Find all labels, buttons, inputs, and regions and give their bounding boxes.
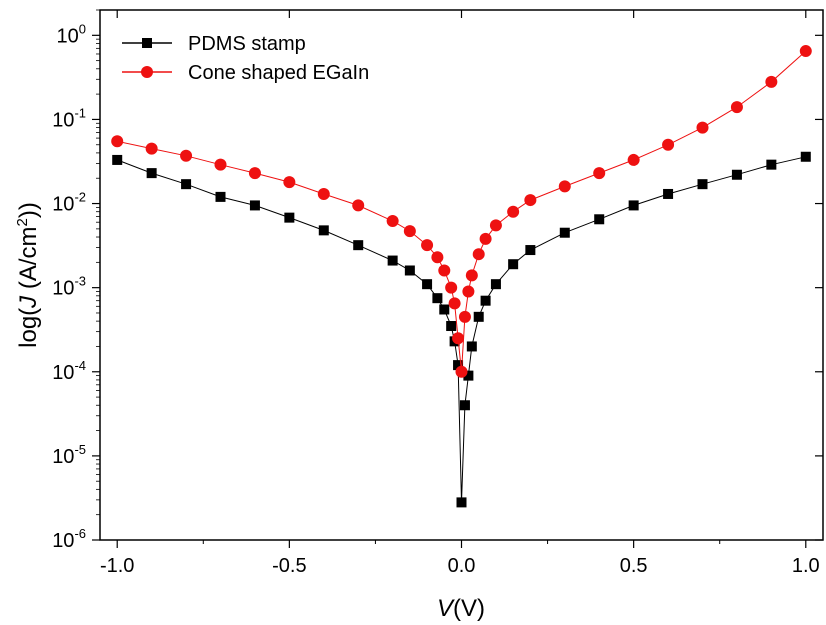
y-tick-label: 10-4 [52,358,86,384]
legend-label-pdms: PDMS stamp [188,33,306,55]
data-point-egain [452,332,465,345]
data-point-pdms [766,159,777,170]
data-point-egain [479,232,492,245]
data-point-pdms [146,168,157,179]
data-point-pdms [249,200,260,211]
series-line [117,50,807,372]
data-point-egain [145,142,158,155]
plot-frame [99,9,824,541]
x-axis-title: V(V) [437,595,485,622]
data-point-pdms [466,341,477,352]
data-point-egain [111,135,124,148]
legend-label-egain: Cone shaped EGaIn [188,62,369,84]
data-point-egain [455,365,468,378]
data-point-egain [593,167,606,180]
data-point-pdms [459,400,470,411]
data-point-pdms [284,212,295,223]
data-point-pdms [559,227,570,238]
data-point-egain [317,187,330,200]
data-point-egain [421,239,434,252]
data-point-egain [431,251,444,264]
x-tick-label: -1.0 [100,555,134,577]
data-point-egain [283,176,296,189]
y-tick-label: 10-2 [52,190,86,216]
data-point-pdms [422,279,433,290]
data-point-egain [662,138,675,151]
data-point-pdms [697,179,708,190]
data-point-pdms [663,188,674,199]
data-point-egain [558,180,571,193]
data-point-pdms [181,179,192,190]
data-point-pdms [800,151,811,162]
data-point-pdms [731,169,742,180]
data-point-pdms [353,240,364,251]
series-line [117,156,806,503]
y-tick-label: 10-1 [52,105,86,131]
data-point-egain [352,199,365,212]
data-point-pdms [439,304,450,315]
x-tick-label: -0.5 [272,555,306,577]
data-point-pdms [112,154,123,165]
data-point-egain [524,194,537,207]
data-point-egain [462,285,475,298]
data-point-pdms [480,295,491,306]
data-point-pdms [432,293,443,304]
legend: PDMS stamp Cone shaped EGaIn [122,33,369,84]
y-tick-label: 10-3 [52,274,86,300]
data-point-egain [472,248,485,261]
y-tick-label: 100 [57,21,86,47]
legend-marker-egain [141,66,153,78]
data-point-egain [458,310,471,323]
y-tick-label: 10-6 [52,526,86,552]
data-point-pdms [318,225,329,236]
y-axis-title: log(J (A/cm2)) [14,202,42,348]
y-tick-label: 10-5 [52,442,86,468]
series-pdms-stamp [112,151,811,508]
data-point-pdms [453,360,464,371]
data-point-egain [730,101,743,114]
data-point-pdms [446,321,457,332]
data-point-egain [386,215,399,228]
data-point-egain [489,219,502,232]
data-point-pdms [463,370,474,381]
data-point-egain [799,45,812,58]
data-point-pdms [215,191,226,202]
data-point-egain [403,225,416,238]
axis-ticks: -1.0 -0.5 0.0 0.5 1.0 10-6 10-5 10-4 10-3 10-2 10-… [52,9,823,577]
x-tick-label: 0.0 [448,555,476,577]
data-point-pdms [525,245,536,256]
data-point-pdms [594,214,605,225]
series-cone-shaped-egain [111,45,812,378]
data-point-egain [465,269,478,282]
data-point-pdms [490,279,501,290]
data-point-egain [180,149,193,162]
data-point-egain [445,281,458,294]
data-point-egain [765,75,778,88]
data-point-egain [627,153,640,166]
series-layer [111,45,812,508]
data-point-egain [248,167,261,180]
data-point-pdms [628,200,639,211]
data-point-egain [214,158,227,171]
legend-marker-pdms [142,38,152,48]
data-point-egain [696,121,709,134]
data-point-pdms [456,497,467,508]
data-point-pdms [473,311,484,322]
data-point-egain [448,297,461,310]
data-point-pdms [387,255,398,266]
x-tick-label: 1.0 [792,555,820,577]
data-point-pdms [508,259,519,270]
x-tick-label: 0.5 [620,555,648,577]
data-point-pdms [404,265,415,276]
data-point-egain [507,205,520,218]
data-point-egain [438,264,451,277]
